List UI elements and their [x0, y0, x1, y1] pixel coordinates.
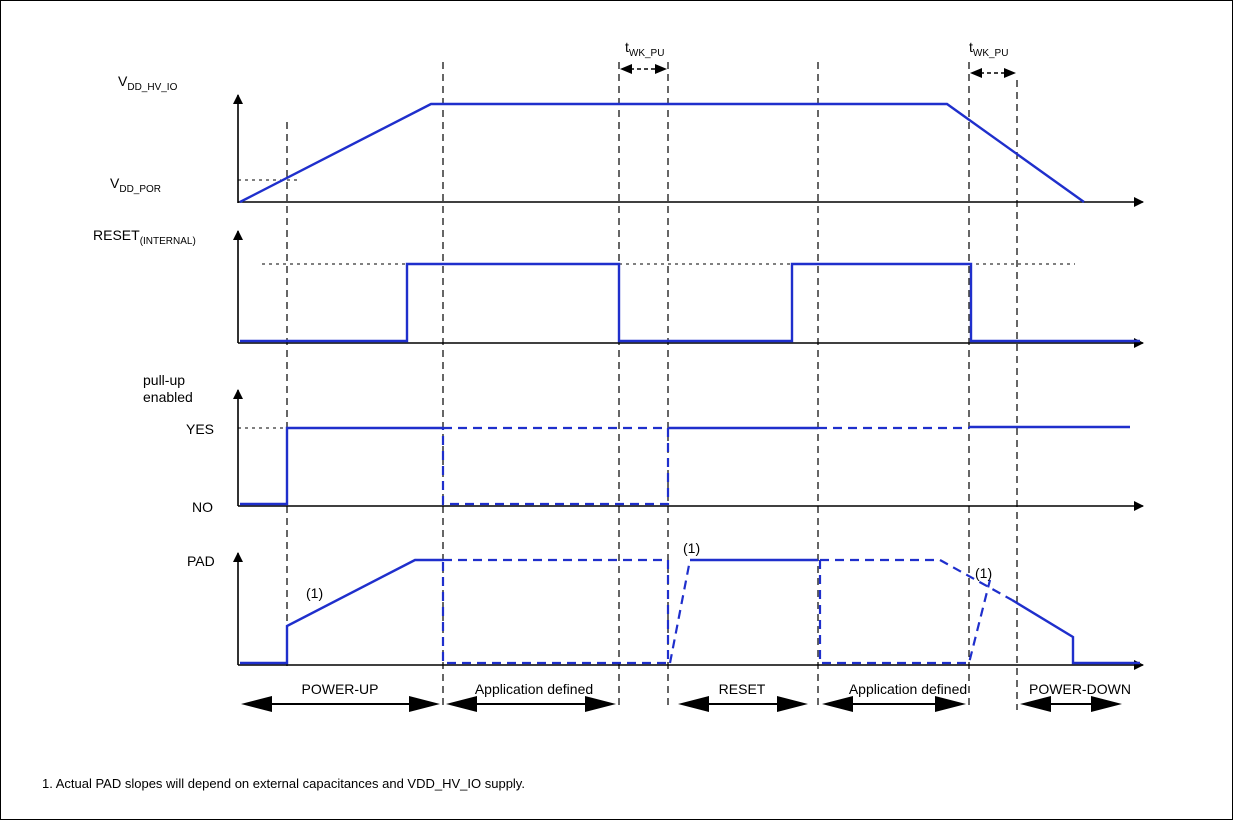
phase-labels: POWER-UP Application defined RESET Appli… — [302, 681, 1131, 697]
pullup-label-line2: enabled — [143, 389, 193, 405]
arrow-left-icon — [620, 64, 632, 74]
reset-panel: RESET(INTERNAL) — [93, 227, 1144, 348]
pad-undefined — [820, 558, 1013, 601]
twk-label: tWK_PU — [969, 39, 1008, 59]
phase-arrow — [241, 696, 440, 712]
pullup-panel: pull-up enabled YES NO — [143, 372, 1144, 515]
twk-label: tWK_PU — [625, 39, 664, 59]
pad-panel: PAD (1) (1) (1) — [187, 540, 1144, 670]
phase-label: Application defined — [475, 681, 593, 697]
phase-arrow — [446, 696, 616, 712]
phase-label: RESET — [719, 681, 766, 697]
arrow-right-icon — [655, 64, 667, 74]
phase-arrow — [1020, 696, 1122, 712]
phase-label: POWER-UP — [302, 681, 379, 697]
pad-undefined — [818, 560, 992, 665]
arrow-right-icon — [1004, 68, 1016, 78]
arrow-left-icon — [970, 68, 982, 78]
yes-label: YES — [186, 421, 214, 437]
pullup-undefined — [441, 426, 670, 506]
twk-annotation-2: tWK_PU — [969, 39, 1016, 78]
pad-undefined — [668, 559, 692, 664]
note-mark: (1) — [683, 540, 700, 556]
no-label: NO — [192, 499, 213, 515]
vdd-waveform — [239, 102, 1085, 204]
note-mark: (1) — [306, 585, 323, 601]
pad-waveform — [1011, 598, 1140, 665]
twk-annotation-1: tWK_PU — [620, 39, 667, 74]
phase-label: Application defined — [849, 681, 967, 697]
pad-undefined — [441, 558, 670, 665]
phase-boundaries — [286, 62, 1018, 710]
note-mark: (1) — [975, 565, 992, 581]
pad-waveform — [240, 558, 443, 665]
vdd-por-label: VDD_POR — [110, 175, 161, 195]
phase-label: POWER-DOWN — [1029, 681, 1131, 697]
pad-label: PAD — [187, 553, 215, 569]
vdd-label: VDD_HV_IO — [118, 73, 178, 93]
reset-waveform — [240, 262, 1140, 343]
reset-label: RESET(INTERNAL) — [93, 227, 196, 247]
phase-arrow — [678, 696, 808, 712]
pullup-label-line1: pull-up — [143, 372, 185, 388]
phase-arrow — [822, 696, 966, 712]
phase-arrows — [241, 696, 1122, 712]
footnote: 1. Actual PAD slopes will depend on exte… — [42, 776, 525, 791]
pullup-waveform — [240, 426, 443, 506]
vdd-panel: VDD_HV_IO VDD_POR — [110, 73, 1144, 207]
